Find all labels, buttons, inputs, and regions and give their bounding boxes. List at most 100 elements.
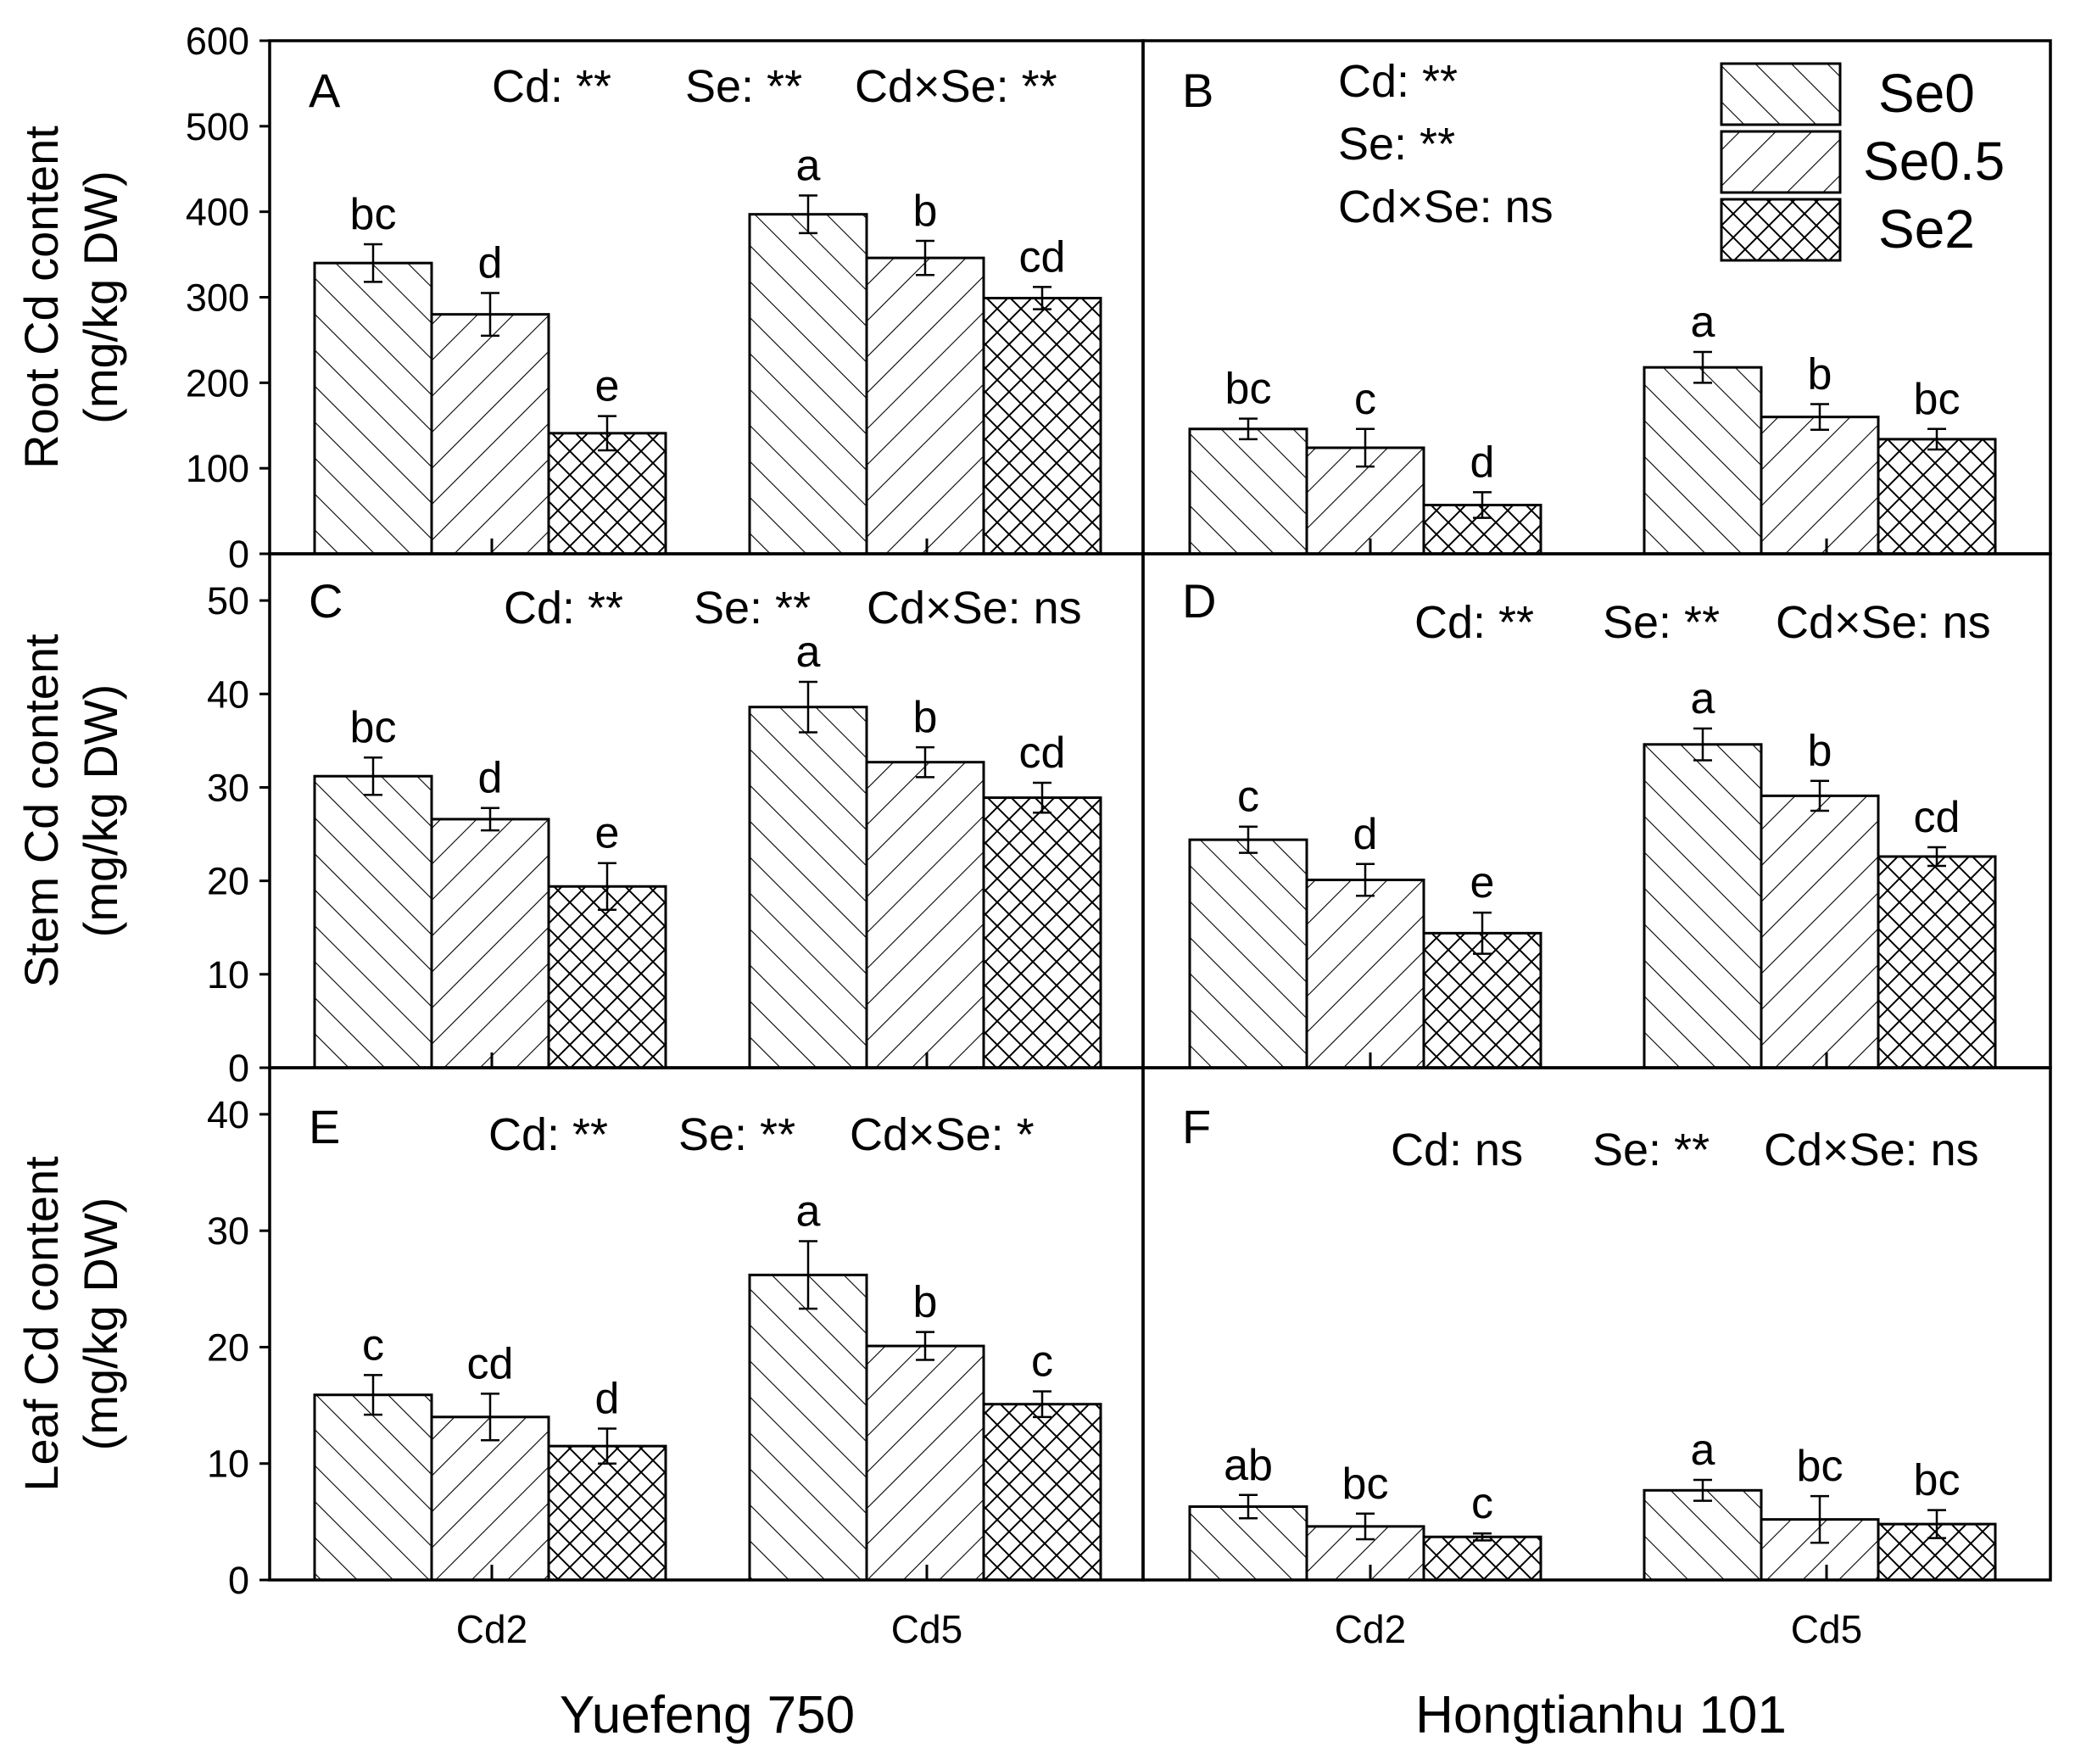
x-category-label: Cd5 (891, 1607, 962, 1651)
bar (1643, 1488, 1763, 1582)
y-tick-label: 30 (207, 1209, 249, 1253)
panel-letter: B (1182, 64, 1213, 117)
significance-label: a (1691, 674, 1715, 723)
panel-letter: A (309, 64, 341, 117)
significance-label: b (1808, 727, 1832, 776)
stats-annotation: Cd×Se: * (850, 1109, 1035, 1160)
bar (313, 774, 433, 1069)
y-tick-label: 400 (186, 191, 249, 234)
bar (1877, 438, 1997, 555)
bar (430, 1415, 550, 1582)
significance-label: d (1353, 810, 1378, 859)
y-tick-label: 0 (228, 533, 249, 576)
y-tick-label: 500 (186, 105, 249, 148)
bar (1422, 931, 1542, 1069)
y-tick-label: 40 (207, 1093, 249, 1136)
bar (982, 1403, 1102, 1582)
bar (1188, 838, 1308, 1069)
bar (982, 297, 1102, 555)
y-tick-label: 20 (207, 1326, 249, 1369)
significance-label: ab (1224, 1441, 1273, 1490)
legend: Se0 Se0.5 Se2 (1720, 62, 2005, 262)
legend-swatch-se2 (1720, 198, 1842, 262)
bar (313, 261, 433, 555)
cultivar-label-yuefeng: Yuefeng 750 (560, 1686, 855, 1744)
y-tick-label: 40 (207, 673, 249, 716)
bar (547, 432, 667, 555)
significance-label: c (1237, 773, 1259, 822)
y-tick-label: 0 (228, 1559, 249, 1602)
significance-label: bc (1225, 365, 1272, 414)
bar (1877, 855, 1997, 1069)
x-category-label: Cd5 (1791, 1607, 1862, 1651)
significance-label: a (796, 628, 821, 677)
legend-label-se0: Se0 (1878, 63, 1975, 124)
significance-label: c (1031, 1337, 1053, 1387)
y-axis-unit: (mg/kg DW) (74, 1197, 127, 1451)
significance-label: e (1470, 858, 1495, 907)
stats-annotation: Cd×Se: ** (855, 61, 1057, 112)
significance-label: d (478, 754, 503, 803)
significance-label: cd (1019, 728, 1066, 778)
bar (1422, 1535, 1542, 1582)
stats-annotation: Cd×Se: ns (867, 583, 1082, 634)
significance-label: a (796, 142, 821, 191)
bar (865, 1344, 985, 1582)
bar (1643, 366, 1763, 555)
bar (430, 818, 550, 1069)
significance-label: d (478, 238, 503, 287)
y-tick-label: 10 (207, 1443, 249, 1486)
bar (748, 1273, 868, 1582)
y-tick-label: 100 (186, 447, 249, 490)
legend-label-se2: Se2 (1878, 198, 1975, 260)
stats-annotation: Se: ** (1603, 597, 1720, 648)
significance-label: bc (1342, 1460, 1389, 1509)
stats-annotation: Cd: ** (492, 61, 611, 112)
significance-label: bc (1914, 375, 1961, 424)
legend-label-se05: Se0.5 (1863, 131, 2005, 192)
stats-annotation: Cd: ** (1414, 597, 1534, 648)
stats-annotation: Se: ** (685, 61, 802, 112)
panel-letter: D (1182, 574, 1216, 628)
bar (1760, 416, 1880, 555)
bar (313, 1393, 433, 1582)
significance-label: d (595, 1375, 620, 1424)
y-tick-label: 10 (207, 953, 249, 996)
bar (1305, 879, 1425, 1069)
significance-label: a (1691, 298, 1715, 347)
significance-label: c (362, 1320, 384, 1370)
panel-frame (1141, 1066, 2052, 1582)
y-tick-label: 600 (186, 20, 249, 63)
stats-annotation: Se: ** (1593, 1125, 1710, 1175)
cultivar-label-hongtianhu: Hongtianhu 101 (1415, 1686, 1787, 1744)
panel-letter: E (309, 1100, 340, 1153)
legend-swatch-se0 (1720, 62, 1842, 126)
panel-letter: F (1182, 1100, 1211, 1153)
stats-annotation: Cd×Se: ns (1776, 597, 1991, 648)
y-tick-label: 200 (186, 361, 249, 405)
y-axis-label: Leaf Cd content (14, 1156, 68, 1492)
significance-label: c (1354, 375, 1376, 424)
significance-label: bc (350, 190, 397, 239)
bar (748, 213, 868, 555)
stats-annotation: Se: ** (1338, 119, 1455, 170)
significance-label: d (1470, 438, 1495, 487)
y-axis-unit: (mg/kg DW) (74, 170, 127, 424)
bar (865, 256, 985, 555)
significance-label: bc (1797, 1442, 1844, 1491)
stats-annotation: Cd: ** (488, 1109, 608, 1160)
stats-annotation: Cd: ** (504, 583, 623, 634)
legend-swatch-se05 (1720, 130, 1842, 194)
significance-label: cd (467, 1339, 514, 1388)
bar (982, 796, 1102, 1069)
bar (1188, 427, 1308, 555)
significance-label: cd (1019, 232, 1066, 282)
significance-label: e (595, 362, 620, 411)
y-tick-label: 0 (228, 1047, 249, 1090)
stats-annotation: Se: ** (678, 1109, 795, 1160)
bar (547, 885, 667, 1069)
significance-label: b (1808, 350, 1832, 399)
significance-label: cd (1914, 793, 1961, 842)
y-tick-label: 50 (207, 579, 249, 622)
